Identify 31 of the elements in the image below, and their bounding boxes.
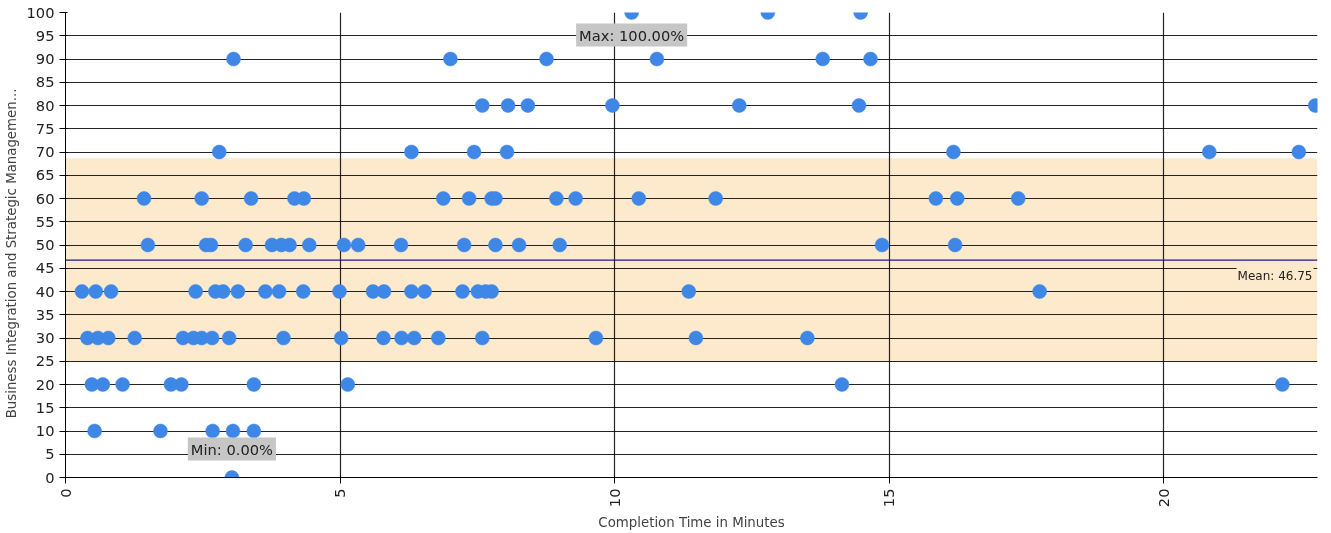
y-tick-label: 90: [35, 50, 55, 67]
annotation: Min: 0.00%: [190, 440, 274, 458]
ref-line-label: Mean: 46.75: [1237, 269, 1313, 284]
y-tick-label: 85: [35, 73, 55, 91]
x-tick-label: 5: [331, 488, 349, 498]
y-tick-label: 20: [35, 375, 55, 393]
annotation: Max: 100.00%: [579, 26, 685, 44]
y-tick-label: 45: [35, 259, 55, 277]
y-tick-label: 0: [45, 468, 55, 486]
y-tick-label: 50: [35, 236, 55, 253]
x-tick-label: 20: [1154, 488, 1172, 508]
y-tick-label: 70: [35, 143, 55, 160]
y-tick-label: 65: [35, 166, 55, 184]
x-tick-label: 15: [880, 488, 898, 508]
x-axis-title: Completion Time in Minutes: [598, 515, 785, 531]
y-tick-label: 95: [35, 26, 55, 44]
y-tick-label: 75: [35, 119, 55, 137]
y-axis-title: Business Integration and Strategic Managemen...: [3, 88, 19, 419]
y-tick-label: 25: [35, 352, 55, 370]
y-tick-label: 55: [35, 212, 55, 230]
y-tick-label: 35: [35, 305, 55, 323]
y-tick-label: 80: [35, 96, 55, 114]
y-tick-label: 10: [35, 422, 55, 439]
x-tick-label: 10: [605, 488, 623, 508]
y-tick-label: 5: [45, 445, 55, 463]
y-tick-label: 15: [35, 398, 55, 416]
x-tick-label: 0: [56, 488, 74, 498]
y-tick-label: 100: [26, 3, 55, 21]
y-tick-label: 30: [35, 329, 55, 346]
y-tick-label: 40: [35, 282, 55, 300]
y-tick-label: 60: [35, 189, 55, 207]
